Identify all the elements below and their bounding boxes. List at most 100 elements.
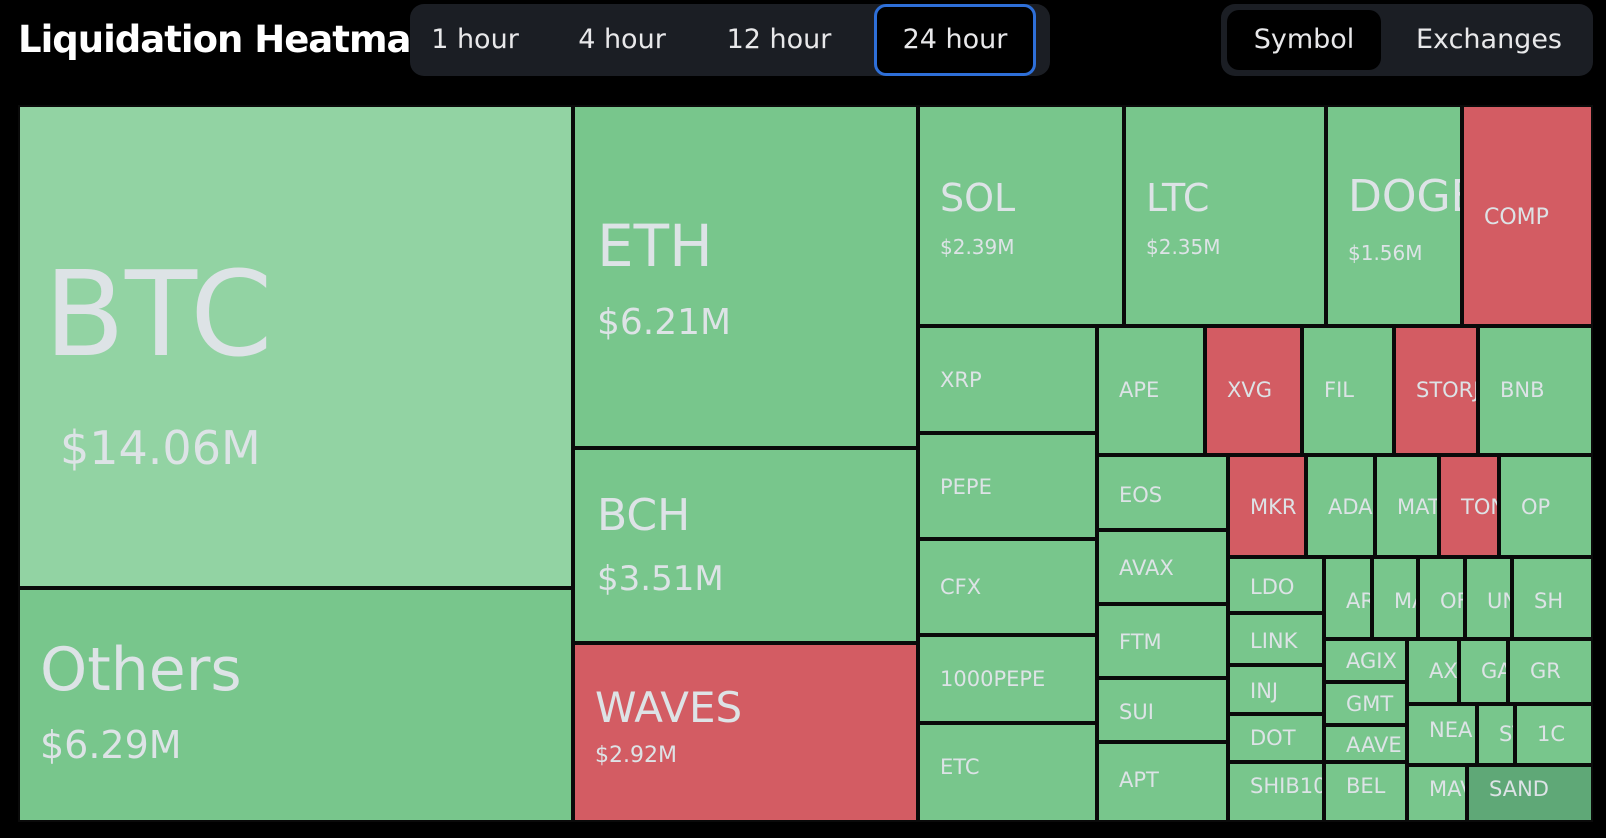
treemap-tile-matic[interactable]: MATIC [1375, 455, 1439, 557]
tile-symbol-label: AAVE [1346, 733, 1402, 757]
tile-symbol-label: STORJ [1416, 378, 1478, 402]
treemap-tile-fil[interactable]: FIL [1302, 326, 1394, 455]
treemap-tile-1c[interactable]: 1C [1515, 704, 1593, 765]
tile-symbol-label: ST [1499, 722, 1513, 746]
tile-symbol-label: XRP [940, 368, 982, 392]
tile-value-label: $2.39M [940, 235, 1015, 259]
treemap-tile-mav[interactable]: MAV [1407, 765, 1467, 822]
treemap-tile-ada[interactable]: ADA [1306, 455, 1375, 557]
treemap-tile-comp[interactable]: COMP [1462, 105, 1593, 326]
treemap-tile-ton[interactable]: TON [1439, 455, 1499, 557]
tile-symbol-label: SOL [940, 176, 1016, 220]
tile-symbol-label: AR [1346, 589, 1370, 613]
tile-value-label: $2.92M [595, 743, 677, 768]
treemap-tile-op[interactable]: OP [1499, 455, 1593, 557]
tile-symbol-label: FIL [1324, 378, 1354, 402]
tile-symbol-label: SHIB1000 [1250, 774, 1324, 798]
tile-symbol-label: GMT [1346, 692, 1394, 716]
treemap-tile-1000pepe[interactable]: 1000PEPE [918, 635, 1097, 723]
tile-symbol-label: TON [1461, 495, 1497, 519]
treemap-tile-ma[interactable]: MA [1372, 557, 1418, 639]
treemap-tile-xvg[interactable]: XVG [1205, 326, 1302, 455]
treemap-tile-bch[interactable]: BCH $3.51M [573, 448, 918, 643]
tile-symbol-label: WAVES [595, 683, 743, 732]
tile-symbol-label: MAV [1429, 777, 1465, 801]
tile-symbol-label: CFX [940, 575, 982, 599]
tile-symbol-label: SAND [1489, 777, 1549, 801]
treemap-tile-others[interactable]: Others $6.29M [18, 588, 573, 822]
tile-symbol-label: MA [1394, 589, 1416, 613]
treemap-tile-doge[interactable]: DOGE $1.56M [1326, 105, 1462, 326]
treemap-tile-sol[interactable]: SOL $2.39M [918, 105, 1124, 326]
treemap-tile-ar[interactable]: AR [1324, 557, 1372, 639]
treemap-tile-btc[interactable]: BTC $14.06M [18, 105, 573, 588]
tile-symbol-label: LDO [1250, 575, 1295, 599]
tile-symbol-label: APE [1119, 378, 1160, 402]
treemap-tile-ltc[interactable]: LTC $2.35M [1124, 105, 1326, 326]
tile-symbol-label: LINK [1250, 629, 1298, 653]
treemap-tile-st[interactable]: ST [1477, 704, 1515, 765]
tile-symbol-label: AGIX [1346, 649, 1397, 673]
treemap-tile-shib1000[interactable]: SHIB1000 [1228, 762, 1324, 822]
tile-symbol-label: MKR [1250, 495, 1297, 519]
tile-symbol-label: SUI [1119, 700, 1154, 724]
treemap-tile-un[interactable]: UN [1465, 557, 1512, 639]
treemap-tile-link[interactable]: LINK [1228, 613, 1324, 665]
treemap-tile-sand[interactable]: SAND [1467, 765, 1593, 822]
treemap-tile-cfx[interactable]: CFX [918, 539, 1097, 635]
tab-4-hour[interactable]: 4 hour [578, 24, 666, 55]
tile-symbol-label: OF [1440, 589, 1463, 613]
tile-symbol-label: DOGE [1348, 171, 1460, 222]
tile-symbol-label: COMP [1484, 205, 1549, 230]
treemap-tile-bnb[interactable]: BNB [1478, 326, 1593, 455]
tile-symbol-label: INJ [1250, 679, 1279, 703]
treemap-tile-waves[interactable]: WAVES $2.92M [573, 643, 918, 822]
treemap-tile-nea[interactable]: NEA [1407, 704, 1477, 765]
treemap-tile-apt[interactable]: APT [1097, 742, 1228, 822]
treemap-tile-bel[interactable]: BEL [1324, 762, 1407, 822]
tile-symbol-label: MATIC [1397, 495, 1437, 519]
treemap-tile-ax[interactable]: AX [1407, 639, 1459, 704]
treemap-tile-ldo[interactable]: LDO [1228, 557, 1324, 613]
tile-value-label: $14.06M [60, 421, 261, 475]
tile-symbol-label: BTC [44, 245, 273, 383]
treemap-tile-eth[interactable]: ETH $6.21M [573, 105, 918, 448]
tab-24-hour[interactable]: 24 hour [874, 4, 1036, 76]
tile-symbol-label: PEPE [940, 475, 992, 499]
treemap-tile-ftm[interactable]: FTM [1097, 604, 1228, 678]
treemap-tile-eos[interactable]: EOS [1097, 455, 1228, 530]
tile-symbol-label: BEL [1346, 774, 1386, 798]
treemap-tile-ga[interactable]: GA [1459, 639, 1508, 704]
tile-value-label: $6.21M [597, 302, 732, 343]
tile-symbol-label: SH [1534, 589, 1564, 613]
tab-symbol[interactable]: Symbol [1227, 10, 1381, 70]
tile-symbol-label: BNB [1500, 378, 1545, 402]
treemap-tile-gr[interactable]: GR [1508, 639, 1593, 704]
tile-symbol-label: 1C [1537, 722, 1566, 746]
treemap-tile-pepe[interactable]: PEPE [918, 433, 1097, 539]
tile-symbol-label: BCH [597, 490, 691, 541]
treemap-tile-etc[interactable]: ETC [918, 723, 1097, 822]
time-range-selector: 1 hour 4 hour 12 hour 24 hour [410, 4, 1050, 76]
treemap-tile-storj[interactable]: STORJ [1394, 326, 1478, 455]
treemap-tile-ape[interactable]: APE [1097, 326, 1205, 455]
treemap-tile-gmt[interactable]: GMT [1324, 682, 1407, 725]
treemap-tile-xrp[interactable]: XRP [918, 326, 1097, 433]
page-title: Liquidation Heatmap [18, 18, 437, 61]
tab-1-hour[interactable]: 1 hour [431, 24, 519, 55]
treemap-tile-sh[interactable]: SH [1512, 557, 1593, 639]
tab-exchanges[interactable]: Exchanges [1416, 24, 1562, 55]
treemap-tile-mkr[interactable]: MKR [1228, 455, 1306, 557]
treemap-tile-agix[interactable]: AGIX [1324, 639, 1407, 682]
treemap-tile-sui[interactable]: SUI [1097, 678, 1228, 742]
treemap-tile-avax[interactable]: AVAX [1097, 530, 1228, 604]
treemap-tile-of[interactable]: OF [1418, 557, 1465, 639]
tile-value-label: $6.29M [40, 723, 182, 767]
treemap-tile-dot[interactable]: DOT [1228, 714, 1324, 762]
treemap-tile-aave[interactable]: AAVE [1324, 725, 1407, 762]
tile-symbol-label: 1000PEPE [940, 667, 1046, 691]
tab-12-hour[interactable]: 12 hour [726, 24, 832, 55]
treemap-tile-inj[interactable]: INJ [1228, 665, 1324, 714]
tile-symbol-label: EOS [1119, 483, 1163, 507]
tile-symbol-label: GA [1481, 659, 1506, 683]
